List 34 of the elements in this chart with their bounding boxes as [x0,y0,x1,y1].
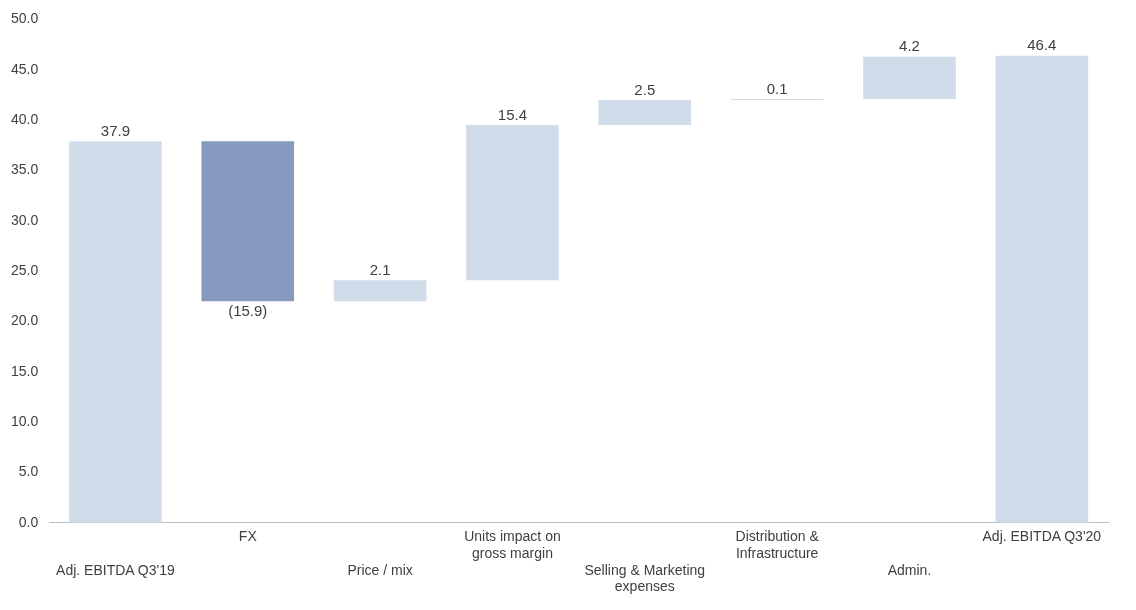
data-label: 15.4 [497,105,528,123]
data-label: 4.2 [899,37,920,55]
x-tick-label: Units impact on gross margin [464,528,561,561]
y-tick-label: 35.0 [11,161,39,178]
data-label: 46.4 [1027,36,1057,54]
y-tick-label: 15.0 [11,362,39,379]
bar [69,141,162,523]
y-tick-label: 10.0 [11,412,39,429]
y-tick-label: 40.0 [11,110,39,127]
y-tick-label: 30.0 [11,211,39,228]
y-tick-label: 45.0 [11,60,39,77]
x-tick-label: Price / mix [347,561,413,578]
x-tick-label: Distribution & Infrastructure [735,528,820,561]
y-tick-label: 50.0 [11,10,39,27]
y-tick-label: 5.0 [18,463,39,480]
bar [863,56,956,99]
x-tick-label: Selling & Marketing expenses [584,561,706,595]
data-label: 2.5 [634,80,656,98]
data-label: (15.9) [228,301,268,319]
bar [333,280,427,302]
bar [995,55,1089,523]
x-tick-label: Admin. [887,561,932,578]
bar [598,99,692,126]
y-tick-label: 25.0 [11,261,39,278]
data-label: 37.9 [100,121,131,139]
y-tick-label: 20.0 [11,312,39,329]
x-tick-label: FX [238,528,258,545]
data-label: 0.1 [766,79,788,97]
bar [466,125,559,281]
x-tick-label: Adj. EBITDA Q3'19 [56,561,175,578]
x-tick-label: Adj. EBITDA Q3'20 [982,528,1102,545]
data-label: 2.1 [369,260,391,278]
y-tick-label: 0.0 [18,513,39,530]
bar [201,141,295,302]
